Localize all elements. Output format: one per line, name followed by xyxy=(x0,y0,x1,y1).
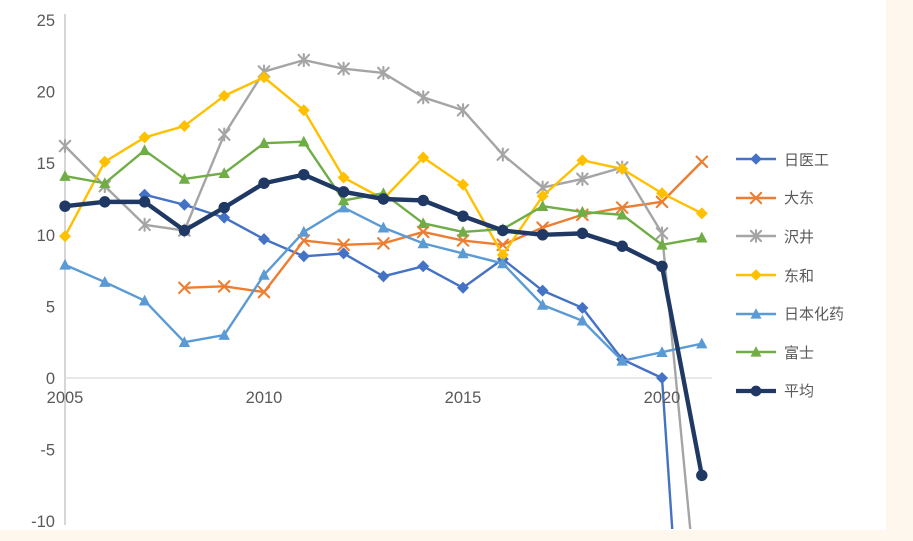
legend-label: 富士 xyxy=(784,344,815,362)
svg-text:2010: 2010 xyxy=(246,389,283,407)
legend-item-大东: 大东 xyxy=(735,179,885,218)
svg-text:25: 25 xyxy=(37,12,55,30)
legend-label: 大东 xyxy=(784,190,815,208)
series-日本化药 xyxy=(59,201,708,366)
diamond-marker-swatch-icon xyxy=(736,269,776,281)
svg-text:2020: 2020 xyxy=(644,389,681,407)
legend-label: 日医工 xyxy=(784,151,830,169)
svg-text:-10: -10 xyxy=(31,513,55,530)
legend-label: 沢井 xyxy=(784,228,815,246)
svg-text:2015: 2015 xyxy=(445,389,482,407)
legend-label: 日本化药 xyxy=(784,306,845,324)
svg-text:10: 10 xyxy=(37,227,55,245)
legend-item-沢井: 沢井 xyxy=(735,217,885,256)
triangle-marker-swatch-icon xyxy=(736,307,776,319)
legend-item-富士: 富士 xyxy=(735,333,885,372)
chart-axes xyxy=(64,14,712,525)
series-大东 xyxy=(178,155,709,299)
legend-item-东和: 东和 xyxy=(735,256,885,295)
svg-text:2005: 2005 xyxy=(47,389,84,407)
legend-item-日医工: 日医工 xyxy=(735,140,885,179)
svg-text:0: 0 xyxy=(46,370,55,388)
legend-label: 东和 xyxy=(784,267,815,285)
legend-item-日本化药: 日本化药 xyxy=(735,294,885,333)
line-chart: 25 20 15 10 5 0 -5 -10 2005 2010 2015 2020 日医工 大东 沢井东… xyxy=(0,0,886,530)
circle-marker-swatch-icon xyxy=(736,385,776,397)
svg-text:20: 20 xyxy=(37,84,55,102)
series-平均 xyxy=(59,168,708,482)
svg-text:15: 15 xyxy=(37,155,55,173)
legend-label: 平均 xyxy=(784,383,815,401)
legend-item-平均: 平均 xyxy=(735,372,885,411)
chart-legend: 日医工大东沢井东和日本化药富士平均 xyxy=(735,140,885,410)
diamond-marker-swatch-icon xyxy=(736,153,776,166)
svg-text:-5: -5 xyxy=(40,442,55,460)
asterisk-marker-swatch-icon xyxy=(736,229,776,244)
series-富士 xyxy=(59,135,708,250)
series-沢井 xyxy=(58,53,692,529)
x-marker-swatch-icon xyxy=(736,191,776,205)
svg-text:5: 5 xyxy=(46,298,55,316)
triangle-marker-swatch-icon xyxy=(736,346,776,357)
